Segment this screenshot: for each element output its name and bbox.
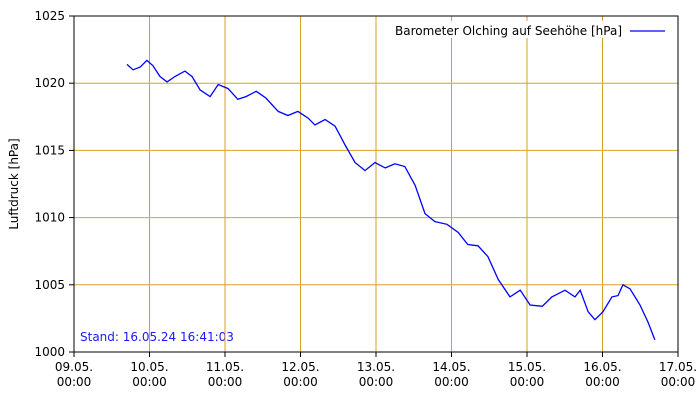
y-tick-label: 1015 bbox=[34, 143, 65, 157]
x-tick-label: 10.05. 00:00 bbox=[130, 360, 169, 389]
annotation: Stand: 16.05.24 16:41:03 bbox=[80, 330, 234, 344]
y-tick-label: 1025 bbox=[34, 9, 65, 23]
x-tick-label: 17.05. 00:00 bbox=[658, 360, 698, 389]
x-tick-label: 09.05. 00:00 bbox=[54, 360, 94, 389]
legend-label: Barometer Olching auf Seehöhe [hPa] bbox=[395, 24, 622, 38]
plot-frame bbox=[73, 15, 679, 353]
x-tick-label: 12.05. 00:00 bbox=[281, 360, 320, 389]
x-tick-label: 11.05. 00:00 bbox=[205, 360, 245, 389]
legend-background bbox=[400, 21, 672, 38]
y-tick-label: 1000 bbox=[34, 345, 65, 359]
y-axis-label: Luftdruck [hPa] bbox=[7, 138, 21, 229]
y-tick-label: 1020 bbox=[34, 76, 65, 90]
x-tick-label: 16.05. 00:00 bbox=[583, 360, 622, 389]
x-tick-label: 13.05. 00:00 bbox=[356, 360, 396, 389]
x-tick-label: 15.05. 00:00 bbox=[507, 360, 547, 389]
data-line bbox=[126, 59, 656, 341]
y-tick-label: 1005 bbox=[34, 278, 65, 292]
y-tick-label: 1010 bbox=[34, 211, 65, 225]
x-tick-label: 14.05. 00:00 bbox=[432, 360, 471, 389]
